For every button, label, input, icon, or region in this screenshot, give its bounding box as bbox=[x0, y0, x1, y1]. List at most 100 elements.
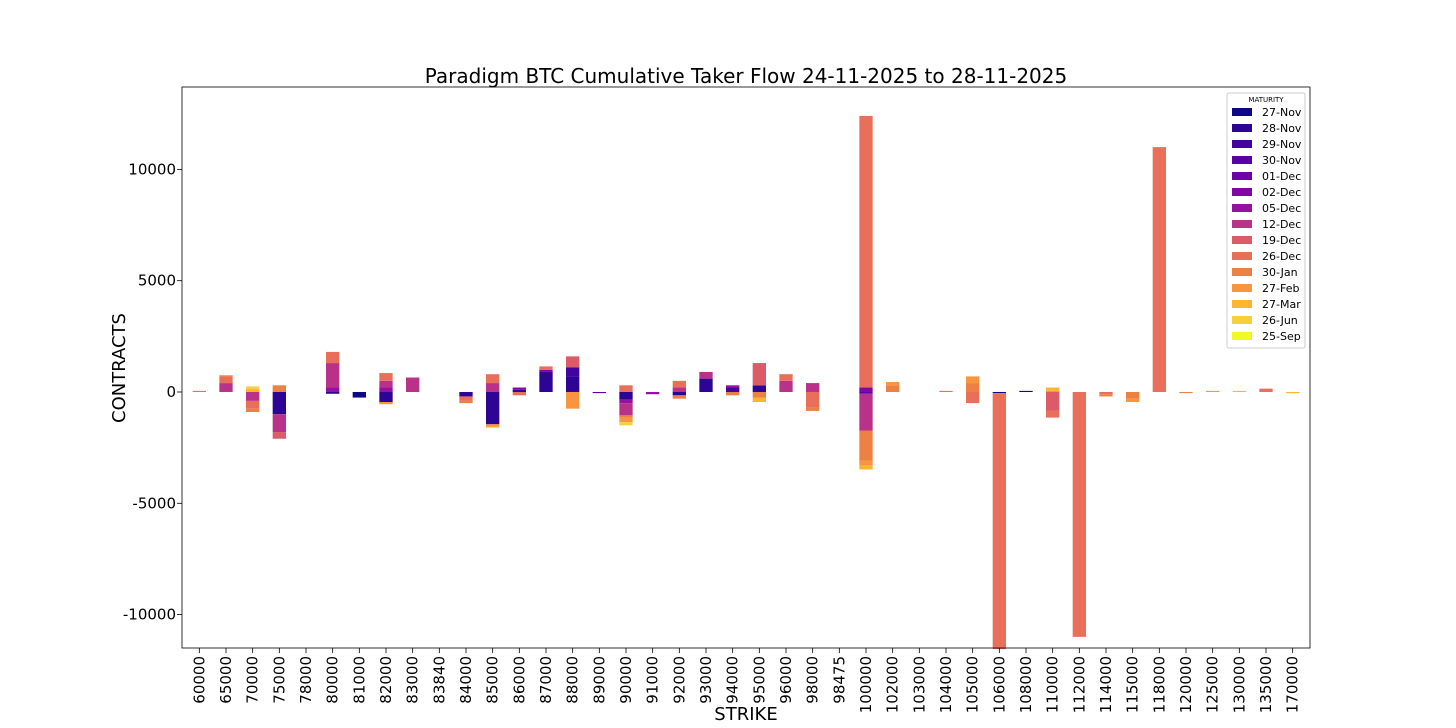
x-tick-label: 112000 bbox=[1070, 656, 1088, 713]
bar-90000-05-Dec bbox=[619, 399, 633, 404]
y-tick-label: -5000 bbox=[132, 494, 176, 512]
bar-85000-27-Mar bbox=[486, 426, 500, 428]
x-tick-label: 80000 bbox=[324, 656, 342, 704]
bar-100000-30-Jan bbox=[859, 430, 873, 461]
legend: MATURITY 27-Nov 28-Nov 29-Nov 30-Nov 01-Dec 0… bbox=[1226, 92, 1306, 349]
x-tick-label: 105000 bbox=[964, 656, 982, 713]
bar-82000-28-Nov bbox=[379, 391, 393, 403]
bar-98000-30-Jan bbox=[806, 407, 820, 411]
bar-106000-26-Dec bbox=[992, 393, 1006, 650]
bar-96000-12-Dec bbox=[779, 380, 793, 392]
legend-label: 28-Nov bbox=[1262, 122, 1302, 135]
y-tick-label: 5000 bbox=[138, 272, 176, 290]
bars-layer bbox=[192, 115, 1300, 650]
x-tick-label: 110000 bbox=[1044, 656, 1062, 713]
bar-87000-28-Nov bbox=[539, 371, 553, 392]
bar-95000-28-Nov bbox=[752, 385, 766, 392]
bar-98000-12-Dec bbox=[806, 383, 820, 392]
bar-85000-12-Dec bbox=[486, 383, 500, 392]
bar-86000-26-Dec bbox=[512, 391, 526, 396]
x-tick-label: 106000 bbox=[990, 656, 1008, 713]
legend-label: 01-Dec bbox=[1262, 170, 1301, 183]
bar-95000-30-Jan bbox=[752, 391, 766, 398]
bar-112000-26-Dec bbox=[1072, 391, 1086, 637]
bar-130000-27-Mar bbox=[1232, 390, 1246, 392]
x-tick-label: 82000 bbox=[377, 656, 395, 704]
x-tick-label: 108000 bbox=[1017, 656, 1035, 713]
bar-70000-26-Dec bbox=[246, 400, 260, 409]
x-tick-label: 96000 bbox=[777, 656, 795, 704]
bar-100000-02-Dec bbox=[859, 387, 873, 392]
bar-104000-26-Dec bbox=[939, 390, 953, 392]
bar-110000-19-Dec bbox=[1046, 391, 1060, 411]
legend-swatch bbox=[1232, 220, 1252, 228]
x-tick-label: 86000 bbox=[510, 656, 528, 704]
bar-86000-02-Dec bbox=[512, 387, 526, 390]
bar-100000-12-Dec bbox=[859, 393, 873, 431]
legend-label: 27-Mar bbox=[1262, 298, 1301, 311]
x-tick-label: 88000 bbox=[564, 656, 582, 704]
legend-swatch bbox=[1232, 172, 1252, 180]
legend-label: 27-Nov bbox=[1262, 106, 1302, 119]
bar-90000-30-Jan bbox=[619, 415, 633, 418]
x-tick-label: 98000 bbox=[804, 656, 822, 704]
bar-96000-26-Dec bbox=[779, 374, 793, 381]
bar-92000-12-Dec bbox=[672, 387, 686, 392]
bar-75000-30-Jan bbox=[272, 385, 286, 392]
x-tick-label: 130000 bbox=[1230, 656, 1248, 713]
bar-70000-30-Jan bbox=[246, 408, 260, 413]
bar-80000-05-Dec bbox=[326, 387, 340, 392]
bar-85000-27-Feb bbox=[486, 424, 500, 427]
x-tick-label: 92000 bbox=[670, 656, 688, 704]
legend-label: 05-Dec bbox=[1262, 202, 1301, 215]
bar-94000-29-Nov bbox=[726, 387, 740, 392]
y-tick-label: -10000 bbox=[123, 606, 176, 624]
x-tick-label: 91000 bbox=[644, 656, 662, 704]
bar-93000-12-Dec bbox=[699, 371, 713, 379]
legend-label: 25-Sep bbox=[1262, 330, 1301, 343]
bar-170000-27-Mar bbox=[1286, 391, 1300, 394]
x-tick-label: 170000 bbox=[1284, 656, 1302, 713]
legend-label: 26-Dec bbox=[1262, 250, 1301, 263]
x-tick-label: 78000 bbox=[297, 656, 315, 704]
y-axis-label: CONTRACTS bbox=[109, 313, 130, 423]
legend-label: 27-Feb bbox=[1262, 282, 1299, 295]
x-tick-label: 103000 bbox=[910, 656, 928, 713]
x-tick-label: 120000 bbox=[1177, 656, 1195, 713]
bar-92000-26-Dec bbox=[672, 380, 686, 388]
x-axis: 60000 65000 70000 75000 78000 80000 81000 82000… bbox=[190, 648, 1302, 713]
x-tick-label: 87000 bbox=[537, 656, 555, 704]
x-tick-label: 75000 bbox=[270, 656, 288, 704]
bar-86000-28-Nov bbox=[512, 389, 526, 392]
legend-swatch bbox=[1232, 332, 1252, 340]
bar-70000-26-Jun bbox=[246, 386, 260, 389]
x-tick-label: 118000 bbox=[1150, 656, 1168, 713]
x-tick-label: 115000 bbox=[1124, 656, 1142, 713]
x-tick-label: 90000 bbox=[617, 656, 635, 704]
bar-75000-19-Dec bbox=[272, 432, 286, 439]
legend-label: 29-Nov bbox=[1262, 138, 1302, 151]
bar-90000-27-Feb bbox=[619, 417, 633, 423]
bar-80000-26-Dec bbox=[326, 351, 340, 364]
x-tick-label: 83840 bbox=[430, 656, 448, 704]
bar-75000-12-Dec bbox=[272, 414, 286, 433]
bar-89000-30-Nov bbox=[592, 391, 606, 394]
bar-102000-30-Jan bbox=[886, 385, 900, 392]
legend-title: MATURITY bbox=[1248, 96, 1284, 104]
y-tick-label: 0 bbox=[166, 383, 176, 401]
x-tick-label: 84000 bbox=[457, 656, 475, 704]
y-axis: 10000 5000 0 -5000 -10000 bbox=[123, 160, 182, 624]
bar-65000-30-Jan bbox=[219, 375, 233, 377]
bar-81000-27-Nov bbox=[352, 391, 366, 398]
x-tick-label: 104000 bbox=[937, 656, 955, 713]
bar-91000-05-Dec bbox=[646, 391, 660, 395]
bar-105000-26-Dec bbox=[966, 391, 980, 404]
bar-82000-26-Dec bbox=[379, 373, 393, 381]
plot-frame bbox=[181, 86, 1311, 649]
x-tick-label: 85000 bbox=[484, 656, 502, 704]
bar-65000-26-Dec bbox=[219, 376, 233, 384]
x-axis-label: STRIKE bbox=[714, 704, 777, 725]
bar-118000-26-Dec bbox=[1152, 147, 1166, 392]
bar-75000-28-Nov bbox=[272, 391, 286, 415]
